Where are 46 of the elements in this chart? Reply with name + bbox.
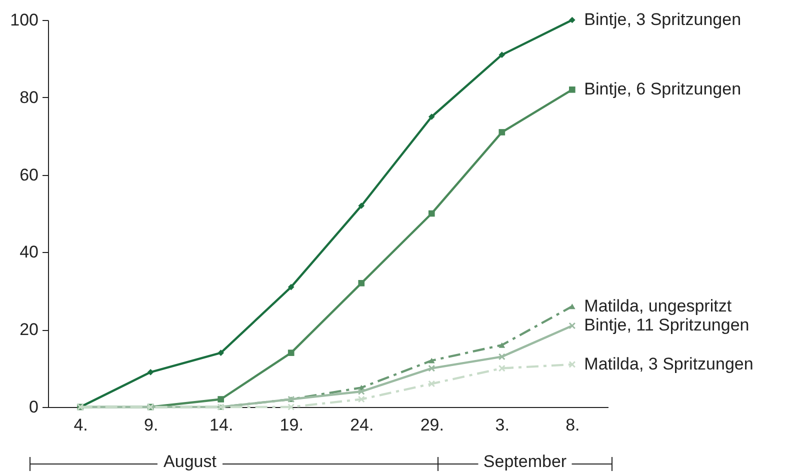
- point: [288, 284, 294, 290]
- x-tick-label: 24.: [350, 416, 374, 434]
- point: [569, 86, 576, 93]
- series-label: Bintje, 6 Spritzungen: [584, 80, 742, 99]
- point: [147, 369, 154, 376]
- point: [288, 350, 294, 356]
- point: [218, 396, 224, 402]
- x-tick-label: 4.: [74, 416, 88, 434]
- point: [358, 202, 365, 209]
- series-label: Matilda, ungespritzt: [584, 296, 732, 316]
- point: [428, 364, 436, 372]
- y-tick-label: 80: [20, 88, 38, 107]
- point: [218, 350, 224, 356]
- series-label: Bintje, 3 Spritzungen: [584, 10, 742, 29]
- x-tick-label: 8.: [566, 416, 580, 434]
- point: [358, 396, 365, 403]
- point: [568, 322, 576, 330]
- point: [358, 280, 365, 286]
- y-tick-label: 20: [20, 320, 38, 340]
- text: August: [164, 452, 217, 471]
- point: [428, 210, 435, 217]
- point: [428, 380, 436, 388]
- x-tick-label: 14.: [210, 416, 234, 434]
- y-tick-label: 60: [20, 165, 38, 184]
- y-tick-label: 100: [10, 10, 38, 30]
- point: [568, 360, 576, 368]
- point: [498, 353, 506, 360]
- point: [569, 16, 576, 24]
- series-label: Matilda, 3 Spritzungen: [584, 354, 754, 374]
- point: [569, 304, 576, 310]
- y-tick-label: 40: [20, 242, 38, 262]
- x-tick-label: 29.: [420, 416, 444, 434]
- y-tick-label: 0: [29, 398, 38, 416]
- point: [498, 342, 506, 348]
- text: September: [483, 452, 567, 471]
- point: [498, 52, 506, 58]
- series-label: Bintje, 11 Spritzungen: [584, 316, 750, 335]
- point: [428, 358, 435, 364]
- x-tick-label: 19.: [280, 416, 304, 434]
- point: [498, 129, 506, 136]
- point: [428, 114, 435, 120]
- x-tick-label: 3.: [495, 416, 510, 434]
- point: [498, 364, 506, 372]
- x-tick-label: 9.: [144, 416, 158, 434]
- point: [288, 404, 295, 410]
- point: [358, 388, 365, 396]
